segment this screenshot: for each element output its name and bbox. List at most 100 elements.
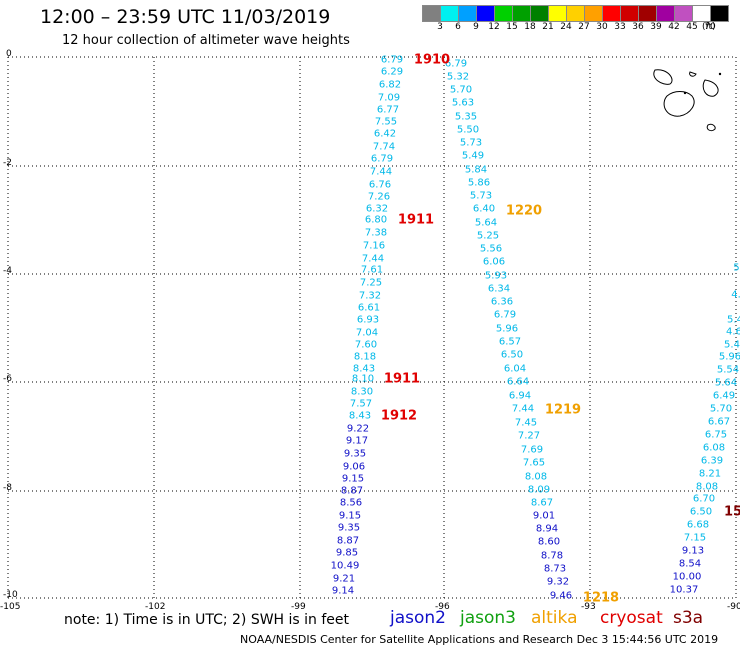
wave-height-value: 6.50 [689,506,713,518]
wave-height-value: 10.37 [669,584,699,596]
colorbar-label: 33 [614,22,626,32]
colorbar-label: 30 [596,22,608,32]
wave-height-value: 4. [731,289,740,301]
wave-height-value: 6.67 [707,416,731,428]
wave-height-value: 5.54 [716,364,740,376]
wave-height-value: 8.73 [543,563,567,575]
colorbar-label: 12 [488,22,500,32]
wave-height-value: 8.43 [352,363,376,375]
lon-tick-label: -105 [0,602,21,612]
wave-height-value: 6.64 [506,376,530,388]
wave-height-value: 5.4 [727,314,740,326]
wave-height-value: 7.45 [514,417,538,429]
wave-height-value: 8.87 [336,535,360,547]
wave-height-value: 5.93 [484,270,508,282]
wave-height-value: 6.36 [490,296,514,308]
wave-height-value: 5.70 [449,84,473,96]
wave-height-value: 9.35 [343,448,367,460]
wave-height-value: 8.54 [678,558,702,570]
colorbar-label: 24 [560,22,572,32]
wave-height-value: 6.50 [500,349,524,361]
wave-height-value: 7.32 [358,290,382,302]
wave-height-value: 6.70 [692,493,716,505]
wave-height-value: 5. [733,262,740,274]
wave-height-value: 7.27 [517,430,541,442]
wave-height-value: 9.13 [681,545,705,557]
pass-time-label: 15 [723,504,740,520]
wave-height-value: 7.38 [364,227,388,239]
wave-height-value: 6.57 [498,336,522,348]
wave-height-value: 8.94 [535,523,559,535]
wave-height-value: 6.39 [700,455,724,467]
colorbar-label: 15 [506,22,518,32]
legend-jason3: jason3 [460,608,516,628]
pass-time-label: 1911 [383,371,421,387]
colorbar-label: 18 [524,22,536,32]
wave-height-value: 5.49 [461,150,485,162]
wave-height-value: 9.35 [337,522,361,534]
wave-height-value: 10.49 [330,560,360,572]
map-footer: NOAA/NESDIS Center for Satellite Applica… [240,633,719,646]
wave-height-value: 6.93 [356,314,380,326]
wave-height-value: 6.04 [503,363,527,375]
wave-height-value: 7.65 [522,457,546,469]
wave-height-value: 5.96 [495,323,519,335]
colorbar-label: 70 [704,22,716,32]
wave-height-value: 9.15 [338,510,362,522]
legend-s3a: s3a [673,608,704,628]
wave-height-value: 6.75 [704,429,728,441]
legend-cryosat: cryosat [600,608,663,628]
island-outline [702,79,719,97]
colorbar-label: 36 [632,22,644,32]
wave-height-value: 6.29 [380,66,404,78]
wave-height-value: 9.21 [332,573,356,585]
wave-height-value: 9.46 [549,590,573,602]
wave-height-value: 6.49 [712,390,736,402]
lat-tick-label: 0 [6,49,12,59]
colorbar-label: 27 [578,22,590,32]
wave-height-value: 5.73 [469,190,493,202]
pass-time-label: 1911 [397,212,435,228]
wave-height-value: 5.4 [724,339,740,351]
wave-height-value: 9.15 [341,473,365,485]
wave-height-value: 6.94 [508,390,532,402]
wave-height-value: 9.32 [546,576,570,588]
lat-tick-label: -2 [3,158,12,168]
wave-height-value: 8.78 [540,550,564,562]
colorbar-label: 9 [473,22,479,32]
wave-height-value: 5.25 [476,230,500,242]
wave-height-value: 6.79 [380,54,404,66]
pass-time-label: 1912 [380,408,418,424]
wave-height-value: 6.08 [702,442,726,454]
wave-height-value: 7.44 [511,403,535,415]
wave-height-value: 6.76 [368,179,392,191]
colorbar-label: 21 [542,22,554,32]
colorbar-label: 6 [455,22,461,32]
wave-height-value: 7.57 [349,398,373,410]
lat-tick-label: -6 [3,374,12,384]
wave-height-value: 8.67 [530,497,554,509]
wave-height-value: 6.79 [493,309,517,321]
wave-height-value: 9.06 [342,461,366,473]
wave-height-value: 8.60 [537,536,561,548]
wave-height-value: 5.35 [454,111,478,123]
wave-height-value: 5.73 [459,137,483,149]
colorbar-unit: (ft) [702,22,716,32]
lon-tick-label: -93 [581,602,596,612]
legend-jason2: jason2 [390,608,446,628]
wave-height-value: 6.34 [487,283,511,295]
wave-height-value: 7.44 [361,253,385,265]
colorbar-label: 42 [668,22,680,32]
wave-height-value: 5.70 [709,403,733,415]
wave-height-value: 8.30 [350,386,374,398]
wave-height-value: 8.10 [351,373,375,385]
map-title: 12:00 – 23:59 UTC 11/03/2019 [40,6,331,28]
colorbar-label: 3 [437,22,443,32]
wave-height-value: 6.42 [373,128,397,140]
wave-height-value: 5.96 [718,351,740,363]
wave-height-value: 9.14 [331,585,355,597]
wave-height-value: 8.08 [695,481,719,493]
wave-height-value: 8.09 [527,484,551,496]
pass-time-label: 1910 [413,52,451,68]
